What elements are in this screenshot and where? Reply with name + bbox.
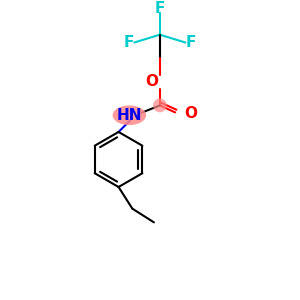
- Ellipse shape: [153, 98, 167, 112]
- Ellipse shape: [113, 105, 146, 125]
- Text: O: O: [184, 106, 197, 121]
- Text: F: F: [154, 1, 165, 16]
- Text: HN: HN: [117, 108, 142, 123]
- Text: O: O: [146, 74, 158, 89]
- Text: F: F: [186, 35, 196, 50]
- Text: F: F: [123, 35, 134, 50]
